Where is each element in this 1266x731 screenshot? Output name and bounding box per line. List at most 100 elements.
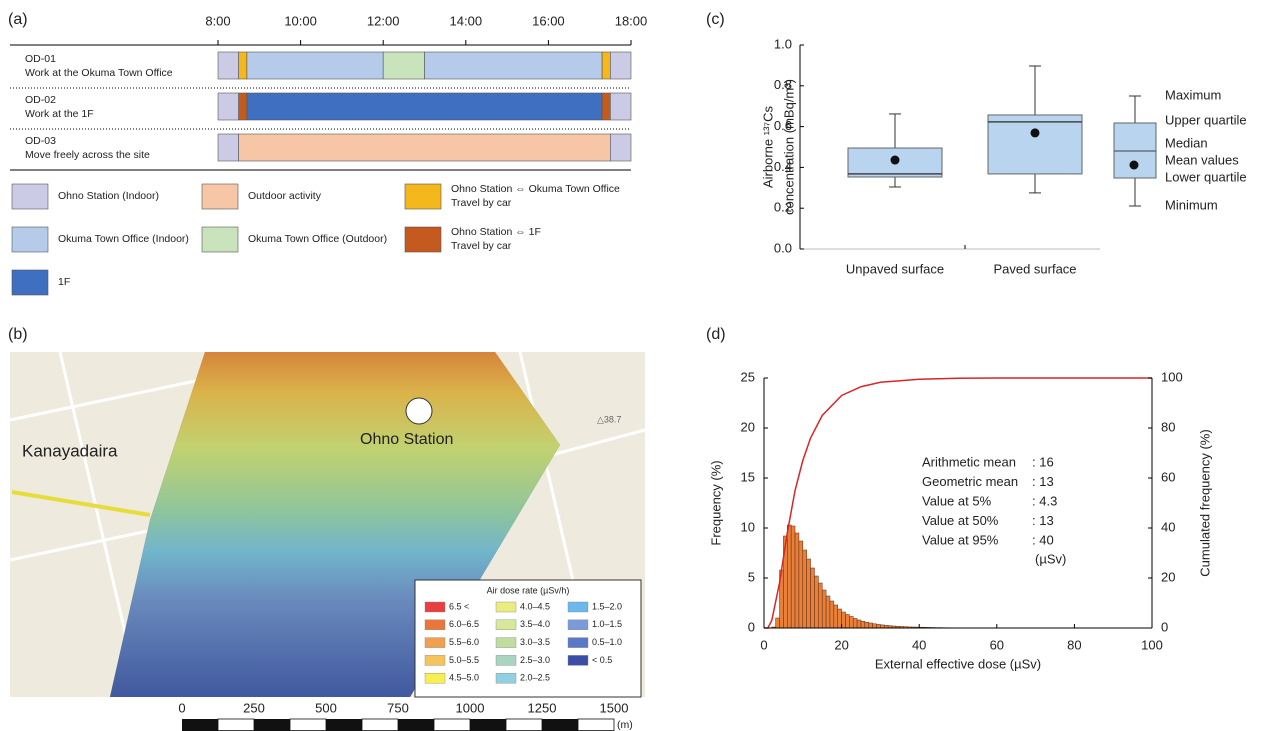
legend-label: Travel by car — [451, 197, 512, 209]
key-label: Mean values — [1165, 152, 1239, 167]
map-legend-swatch — [424, 601, 446, 613]
map-legend-label: 3.5–4.0 — [520, 619, 550, 629]
map-legend-swatch — [424, 655, 446, 666]
bar — [868, 622, 873, 629]
row-description: Work at the Okuma Town Office — [25, 67, 173, 79]
x-tick-label: 80 — [1067, 637, 1081, 652]
scale-tick-label: 250 — [243, 700, 265, 715]
legend-label: Ohno Station ⇔ Okuma Town Office — [451, 183, 620, 195]
map-legend-label: 1.5–2.0 — [592, 601, 622, 611]
scale-tick-label: 750 — [387, 700, 409, 715]
segment — [601, 51, 611, 80]
place-name: Kanayadaira — [22, 441, 118, 460]
segment — [238, 92, 248, 121]
mean — [890, 155, 900, 165]
x-tick-label: 100 — [1141, 637, 1163, 652]
map-legend-label: 2.5–3.0 — [520, 655, 550, 665]
bar — [852, 618, 858, 629]
key-label: Upper quartile — [1165, 112, 1247, 127]
bar — [775, 617, 780, 629]
bar — [810, 567, 815, 629]
map-legend-label: 5.0–5.5 — [449, 655, 479, 665]
map-legend-label: 1.0–1.5 — [592, 619, 622, 629]
scale-bar-light — [505, 718, 543, 731]
panel-label: (d) — [706, 326, 726, 343]
key-label: Minimum — [1165, 197, 1218, 212]
y-tick-label: 0.0 — [774, 240, 792, 255]
x-tick-label: 10:00 — [284, 13, 317, 28]
map-legend-label: 4.5–5.0 — [449, 673, 479, 683]
y2-axis-label: Cumulated frequency (%) — [1197, 429, 1212, 576]
row-id: OD-03 — [25, 135, 56, 147]
bar — [837, 608, 842, 629]
row-description: Move freely across the site — [25, 149, 150, 161]
map-legend-title: Air dose rate (µSv/h) — [487, 585, 570, 595]
scale-bar-dark — [254, 719, 290, 731]
map-legend-swatch — [424, 673, 446, 684]
legend-label: Ohno Station ⇔ 1F — [451, 226, 541, 238]
segment — [246, 51, 384, 80]
panel-label: (c) — [706, 11, 725, 28]
legend-label: Ohno Station (Indoor) — [58, 190, 159, 202]
key-label: Lower quartile — [1165, 169, 1247, 184]
segment — [217, 133, 239, 162]
bar — [790, 525, 796, 629]
x-tick-label: 60 — [990, 637, 1004, 652]
scale-tick-label: 500 — [315, 700, 337, 715]
key-label: Maximum — [1165, 87, 1221, 102]
map-legend-swatch — [495, 673, 517, 684]
stat-label: Geometric mean — [922, 474, 1018, 489]
scale-tick-label: 1250 — [528, 700, 557, 715]
x-tick-label: 16:00 — [532, 13, 565, 28]
map-legend-label: 6.5 < — [449, 601, 469, 611]
scale-bar-light — [361, 718, 399, 731]
x-tick-label: 12:00 — [367, 13, 400, 28]
bar — [833, 604, 838, 629]
elevation-mark: △38.7 — [597, 414, 621, 424]
scale-bar-dark — [470, 719, 506, 731]
key-label: Median — [1165, 135, 1208, 150]
y-tick-label: 0.8 — [774, 77, 792, 92]
y-tick-label: 10 — [741, 519, 755, 534]
bar — [872, 623, 877, 629]
segment — [601, 92, 611, 121]
segment — [217, 51, 239, 80]
scale-bar-dark — [398, 719, 434, 731]
bar — [825, 595, 831, 629]
map-legend-swatch — [424, 637, 446, 648]
map-legend-label: 2.0–2.5 — [520, 673, 550, 683]
segment — [382, 51, 425, 80]
scale-bar-light — [577, 718, 615, 731]
mean — [1030, 128, 1040, 138]
legend-swatch — [404, 183, 442, 210]
stat-value: : 4.3 — [1032, 493, 1057, 508]
segment — [610, 92, 632, 121]
map-legend-swatch — [495, 637, 517, 648]
bar — [876, 624, 881, 629]
y-tick-label: 0.2 — [774, 200, 792, 215]
legend-label: Outdoor activity — [248, 190, 322, 202]
y-axis-label: Frequency (%) — [708, 460, 723, 545]
segment — [610, 51, 632, 80]
y2-tick-label: 20 — [1161, 569, 1175, 584]
scale-unit: (m) — [617, 719, 633, 731]
stat-value: : 13 — [1032, 474, 1054, 489]
y-tick-label: 0.6 — [774, 118, 792, 133]
bar — [829, 600, 835, 629]
row-id: OD-02 — [25, 94, 56, 106]
y2-tick-label: 100 — [1161, 369, 1183, 384]
x-tick-label: 8:00 — [205, 13, 230, 28]
y-tick-label: 25 — [741, 369, 755, 384]
y2-tick-label: 60 — [1161, 469, 1175, 484]
y2-tick-label: 40 — [1161, 519, 1175, 534]
y2-tick-label: 80 — [1161, 419, 1175, 434]
scale-tick-label: 0 — [178, 700, 185, 715]
bar — [821, 589, 827, 629]
stat-label: Value at 50% — [922, 513, 999, 528]
map-road-yellow — [11, 490, 151, 517]
x-tick-label: 18:00 — [615, 13, 648, 28]
legend-label: Travel by car — [451, 240, 512, 252]
legend-swatch — [201, 183, 239, 210]
x-axis-label: External effective dose (µSv) — [875, 656, 1041, 671]
segment — [610, 133, 632, 162]
